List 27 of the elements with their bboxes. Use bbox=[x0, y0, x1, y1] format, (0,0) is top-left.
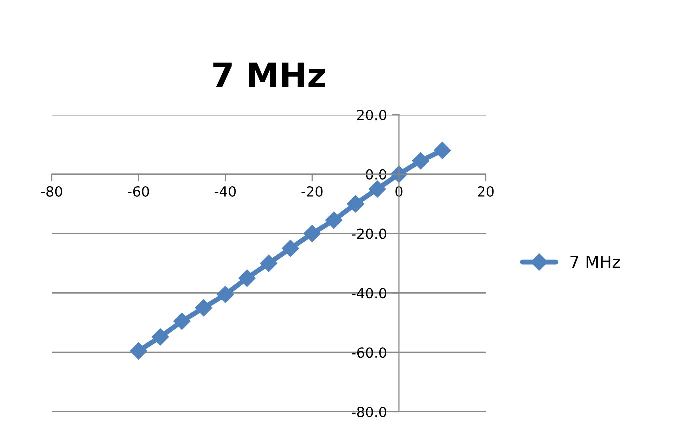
x-tick-label: -40 bbox=[214, 186, 236, 197]
y-tick-label: -20.0 bbox=[352, 228, 386, 240]
point bbox=[304, 225, 321, 242]
point bbox=[152, 328, 170, 346]
point bbox=[260, 254, 278, 272]
point bbox=[130, 342, 148, 360]
x-tick-label: 20 bbox=[478, 186, 494, 197]
point bbox=[174, 312, 191, 330]
point bbox=[412, 152, 430, 170]
point bbox=[195, 300, 212, 317]
y-tick-label: -40.0 bbox=[352, 288, 386, 299]
point bbox=[347, 196, 364, 213]
point bbox=[217, 286, 234, 304]
x-tick-label: 0 bbox=[396, 186, 403, 197]
legend-label: 7 MHz bbox=[570, 256, 620, 268]
point bbox=[282, 240, 300, 258]
y-tick-label: 20.0 bbox=[357, 110, 386, 120]
point bbox=[434, 142, 452, 160]
point bbox=[238, 270, 256, 287]
x-tick-label: -20 bbox=[302, 186, 323, 197]
y-tick-label: -60.0 bbox=[352, 348, 386, 358]
chart-title: 7 MHz bbox=[214, 62, 326, 88]
x-tick-label: -80 bbox=[41, 186, 62, 197]
x-tick-label: -60 bbox=[128, 186, 150, 197]
point bbox=[326, 212, 343, 229]
y-tick-label: -80.0 bbox=[352, 406, 386, 418]
point bbox=[368, 180, 386, 198]
